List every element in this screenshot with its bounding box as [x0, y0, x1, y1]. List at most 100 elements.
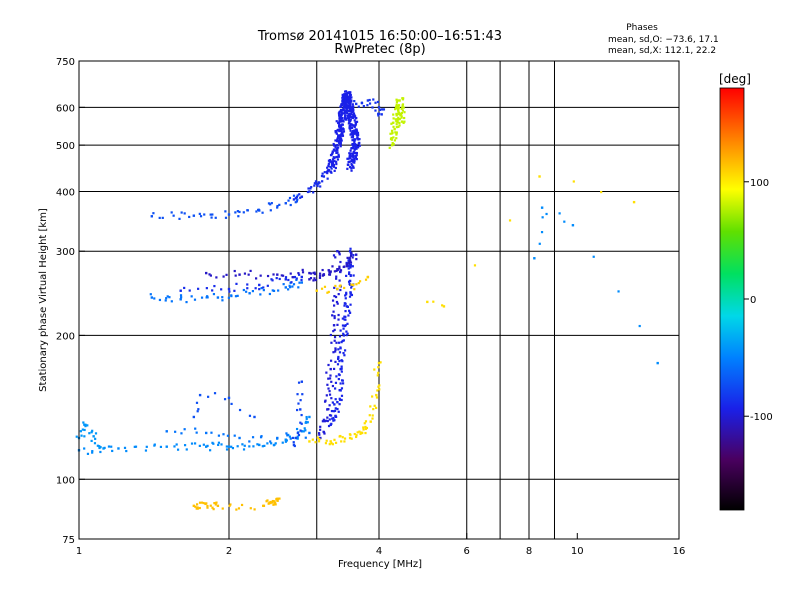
data-point	[352, 113, 355, 117]
data-point	[330, 397, 333, 400]
data-point	[374, 101, 377, 104]
data-point	[351, 142, 355, 146]
data-point	[339, 288, 342, 292]
data-point	[335, 160, 338, 163]
data-point	[342, 130, 346, 133]
data-point	[192, 415, 196, 419]
data-point	[336, 400, 339, 404]
data-point	[339, 137, 343, 140]
data-point	[343, 96, 347, 99]
data-point	[287, 288, 290, 291]
data-point	[91, 429, 94, 432]
data-point	[312, 279, 315, 282]
data-point	[351, 154, 354, 157]
data-point	[86, 424, 89, 427]
data-point	[395, 103, 398, 106]
data-point	[508, 219, 512, 222]
data-point	[198, 444, 201, 447]
data-point	[349, 119, 352, 123]
colorbar-tick-label: 0	[750, 295, 756, 306]
data-point	[328, 158, 332, 162]
data-point	[300, 275, 304, 279]
data-point	[339, 269, 343, 272]
data-point	[188, 215, 191, 219]
data-point	[248, 445, 251, 448]
data-point	[349, 107, 352, 110]
data-point	[198, 393, 202, 397]
data-point	[319, 436, 322, 440]
data-point	[377, 385, 380, 388]
data-point	[375, 396, 379, 399]
data-point	[357, 138, 360, 141]
data-point	[341, 131, 344, 134]
data-point	[331, 443, 334, 446]
data-point	[291, 285, 294, 288]
data-point	[331, 314, 334, 317]
data-point	[281, 441, 284, 444]
data-point	[337, 318, 340, 321]
data-point	[318, 276, 322, 279]
data-point	[392, 113, 395, 116]
data-point	[335, 155, 339, 159]
data-point	[350, 283, 353, 286]
data-point	[344, 111, 347, 114]
data-point	[149, 293, 152, 296]
data-point	[223, 398, 227, 401]
data-point	[276, 499, 279, 502]
data-point	[348, 102, 352, 106]
data-point	[348, 121, 351, 125]
data-point	[194, 427, 197, 430]
data-point	[179, 289, 182, 292]
data-point	[301, 268, 304, 271]
data-point	[333, 294, 336, 298]
data-point	[220, 443, 223, 446]
data-point	[216, 504, 220, 508]
data-point	[86, 452, 90, 455]
data-point	[600, 190, 603, 194]
data-point	[347, 267, 350, 270]
y-tick-label: 400	[56, 187, 75, 198]
data-point	[215, 276, 218, 279]
data-point	[349, 133, 352, 136]
data-point	[375, 406, 378, 410]
data-point	[282, 283, 285, 286]
data-point	[353, 151, 356, 155]
data-point	[377, 361, 381, 365]
data-point	[327, 290, 330, 294]
data-point	[192, 504, 196, 508]
data-point	[99, 446, 102, 449]
data-point	[340, 440, 343, 443]
data-point	[338, 403, 341, 406]
data-point	[340, 398, 343, 402]
data-point	[196, 410, 199, 413]
data-point	[340, 394, 344, 397]
data-point	[276, 436, 279, 440]
data-point	[339, 127, 342, 130]
data-point	[321, 420, 324, 423]
data-point	[348, 311, 352, 314]
data-point	[289, 203, 292, 207]
data-point	[311, 438, 314, 441]
data-point	[93, 442, 97, 445]
data-point	[341, 104, 344, 107]
data-point	[403, 111, 406, 114]
data-point	[353, 140, 356, 144]
data-point	[211, 506, 214, 509]
data-point	[241, 443, 244, 446]
data-point	[332, 416, 335, 420]
data-point	[269, 440, 272, 443]
data-point	[333, 438, 336, 441]
data-point	[353, 139, 356, 142]
data-point	[348, 279, 352, 283]
data-point	[295, 277, 298, 280]
data-point	[340, 108, 343, 112]
data-point	[392, 117, 395, 120]
data-point	[378, 108, 382, 112]
data-point	[400, 115, 403, 118]
data-point	[347, 160, 350, 164]
data-point	[312, 271, 315, 275]
data-point	[252, 445, 255, 448]
data-point	[273, 500, 276, 503]
data-point	[341, 127, 344, 130]
